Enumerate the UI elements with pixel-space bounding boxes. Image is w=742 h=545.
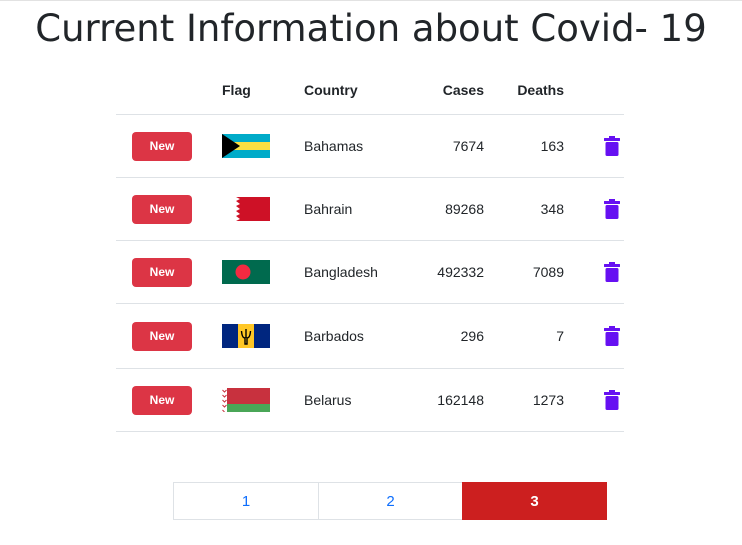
pagination: 1 2 3	[173, 482, 607, 520]
country-name: Barbados	[304, 303, 406, 369]
country-name: Bahrain	[304, 177, 406, 241]
header-cases: Cases	[406, 66, 484, 115]
new-button[interactable]: New	[132, 321, 192, 351]
table-header-row: Flag Country Cases Deaths	[116, 66, 624, 115]
bahamas-flag-icon	[222, 134, 270, 158]
belarus-flag-icon	[222, 388, 270, 412]
trash-icon[interactable]	[604, 199, 620, 219]
cases-count: 7674	[406, 114, 484, 178]
new-button[interactable]: New	[132, 131, 192, 161]
cases-count: 89268	[406, 177, 484, 241]
country-name: Bangladesh	[304, 240, 406, 304]
header-delete	[564, 66, 624, 115]
new-button[interactable]: New	[132, 257, 192, 287]
cases-count: 162148	[406, 368, 484, 432]
header-country: Country	[304, 66, 406, 115]
barbados-flag-icon	[222, 324, 270, 348]
trash-icon[interactable]	[604, 262, 620, 282]
cases-count: 492332	[406, 240, 484, 304]
deaths-count: 348	[484, 177, 564, 241]
new-button[interactable]: New	[132, 194, 192, 224]
page-title: Current Information about Covid- 19	[35, 7, 707, 50]
deaths-count: 163	[484, 114, 564, 178]
cases-count: 296	[406, 303, 484, 369]
table-row: New Belarus 162148 1273	[116, 368, 624, 432]
bahrain-flag-icon	[222, 197, 270, 221]
country-name: Bahamas	[304, 114, 406, 178]
table-row: New Bahrain 89268 348	[116, 177, 624, 241]
page-link-3-active[interactable]: 3	[462, 482, 607, 520]
header-action	[116, 66, 222, 115]
header-flag: Flag	[222, 66, 304, 115]
trash-icon[interactable]	[604, 390, 620, 410]
deaths-count: 1273	[484, 368, 564, 432]
table-row: New Bahamas 7674 163	[116, 114, 624, 178]
top-divider	[0, 0, 742, 1]
page-link-2[interactable]: 2	[318, 482, 463, 520]
page-link-1[interactable]: 1	[173, 482, 319, 520]
header-deaths: Deaths	[484, 66, 564, 115]
trash-icon[interactable]	[604, 136, 620, 156]
bangladesh-flag-icon	[222, 260, 270, 284]
country-name: Belarus	[304, 368, 406, 432]
covid-table: Flag Country Cases Deaths New Bahamas 76…	[116, 66, 624, 432]
new-button[interactable]: New	[132, 385, 192, 415]
table-row: New Bangladesh 492332 7089	[116, 240, 624, 304]
deaths-count: 7	[484, 303, 564, 369]
trash-icon[interactable]	[604, 326, 620, 346]
table-row: New Barbados 296 7	[116, 303, 624, 369]
deaths-count: 7089	[484, 240, 564, 304]
